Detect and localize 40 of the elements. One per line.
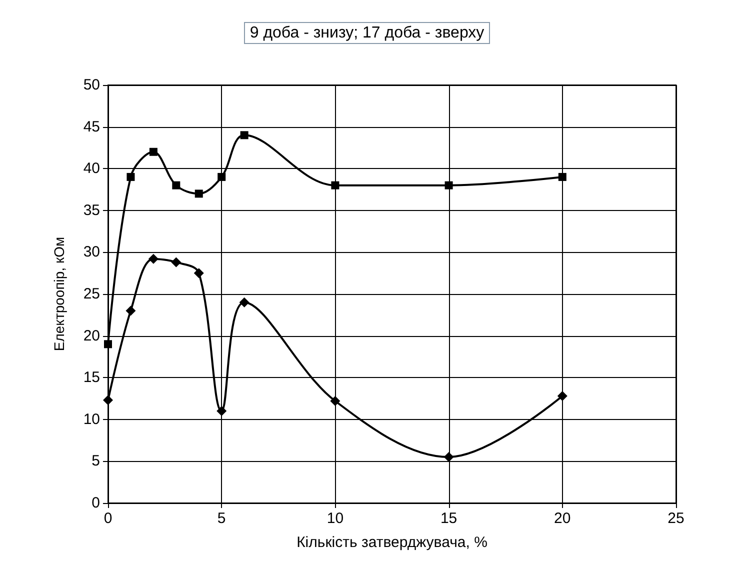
point [444,452,454,462]
point [103,395,113,406]
x-axis-title: Кількість затверджувача, % [296,534,488,551]
y-tick-label: 15 [83,369,100,386]
point [148,254,158,264]
y-tick-label: 45 [83,118,100,136]
y-tick-label: 50 [83,76,100,94]
point [558,172,566,181]
x-tick-label: 0 [104,510,112,527]
x-tick-label: 15 [440,510,458,527]
point [126,306,136,316]
x-tick-label: 20 [554,510,571,527]
point [239,297,250,308]
point [444,181,453,190]
y-tick-label: 5 [92,452,100,470]
x-tick-label: 5 [217,510,226,527]
x-tick-label: 10 [326,510,344,527]
point [172,181,180,190]
y-tick-label: 20 [83,327,100,344]
y-axis-title: Електроопір, кОм [51,236,67,352]
x-tick-label: 25 [668,510,684,527]
point [149,148,158,156]
point [171,257,182,268]
point [557,390,568,401]
point [330,396,340,406]
point [218,172,226,181]
point [126,172,135,181]
y-tick-label: 30 [83,244,100,261]
point [240,131,248,140]
y-tick-label: 35 [83,202,100,219]
chart-title: 9 доба - знизу; 17 доба - зверху [250,24,484,42]
point [104,340,112,348]
point [194,190,203,198]
point [194,268,204,278]
y-tick-label: 0 [92,494,100,512]
y-tick-label: 40 [83,160,100,178]
point [331,181,340,190]
y-tick-label: 25 [83,286,100,302]
point [216,406,227,416]
y-tick-label: 10 [83,410,100,428]
